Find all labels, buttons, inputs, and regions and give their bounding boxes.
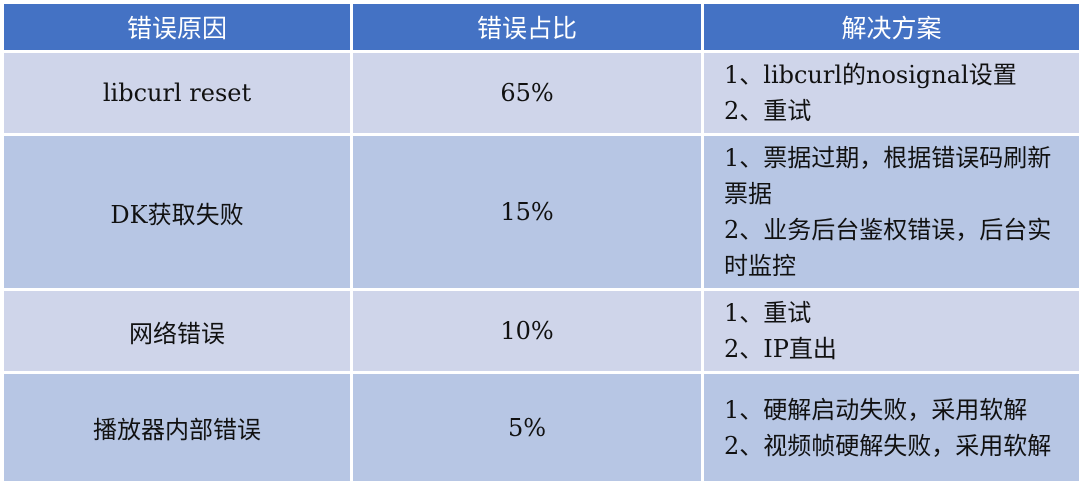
cause-cell: 网络错误 <box>3 290 352 373</box>
ratio-cell: 65% <box>352 52 703 135</box>
ratio-cell: 5% <box>352 373 703 483</box>
header-row: 错误原因 错误占比 解决方案 <box>3 3 1080 52</box>
solution-line: 1、票据过期，根据错误码刷新票据 <box>724 140 1063 212</box>
ratio-cell: 15% <box>352 135 703 290</box>
header-ratio: 错误占比 <box>352 3 703 52</box>
solution-line: 1、libcurl的nosignal设置 <box>724 57 1063 93</box>
cause-cell: DK获取失败 <box>3 135 352 290</box>
solution-line: 2、IP直出 <box>724 331 1063 367</box>
header-solution: 解决方案 <box>703 3 1080 52</box>
solution-line: 1、硬解启动失败，采用软解 <box>724 392 1063 428</box>
solution-line: 2、重试 <box>724 93 1063 129</box>
solution-line: 1、重试 <box>724 295 1063 331</box>
header-cause: 错误原因 <box>3 3 352 52</box>
solution-line: 2、视频帧硬解失败，采用软解 <box>724 428 1063 464</box>
solution-line: 2、业务后台鉴权错误，后台实时监控 <box>724 212 1063 284</box>
cause-cell: libcurl reset <box>3 52 352 135</box>
ratio-cell: 10% <box>352 290 703 373</box>
cause-cell: 播放器内部错误 <box>3 373 352 483</box>
